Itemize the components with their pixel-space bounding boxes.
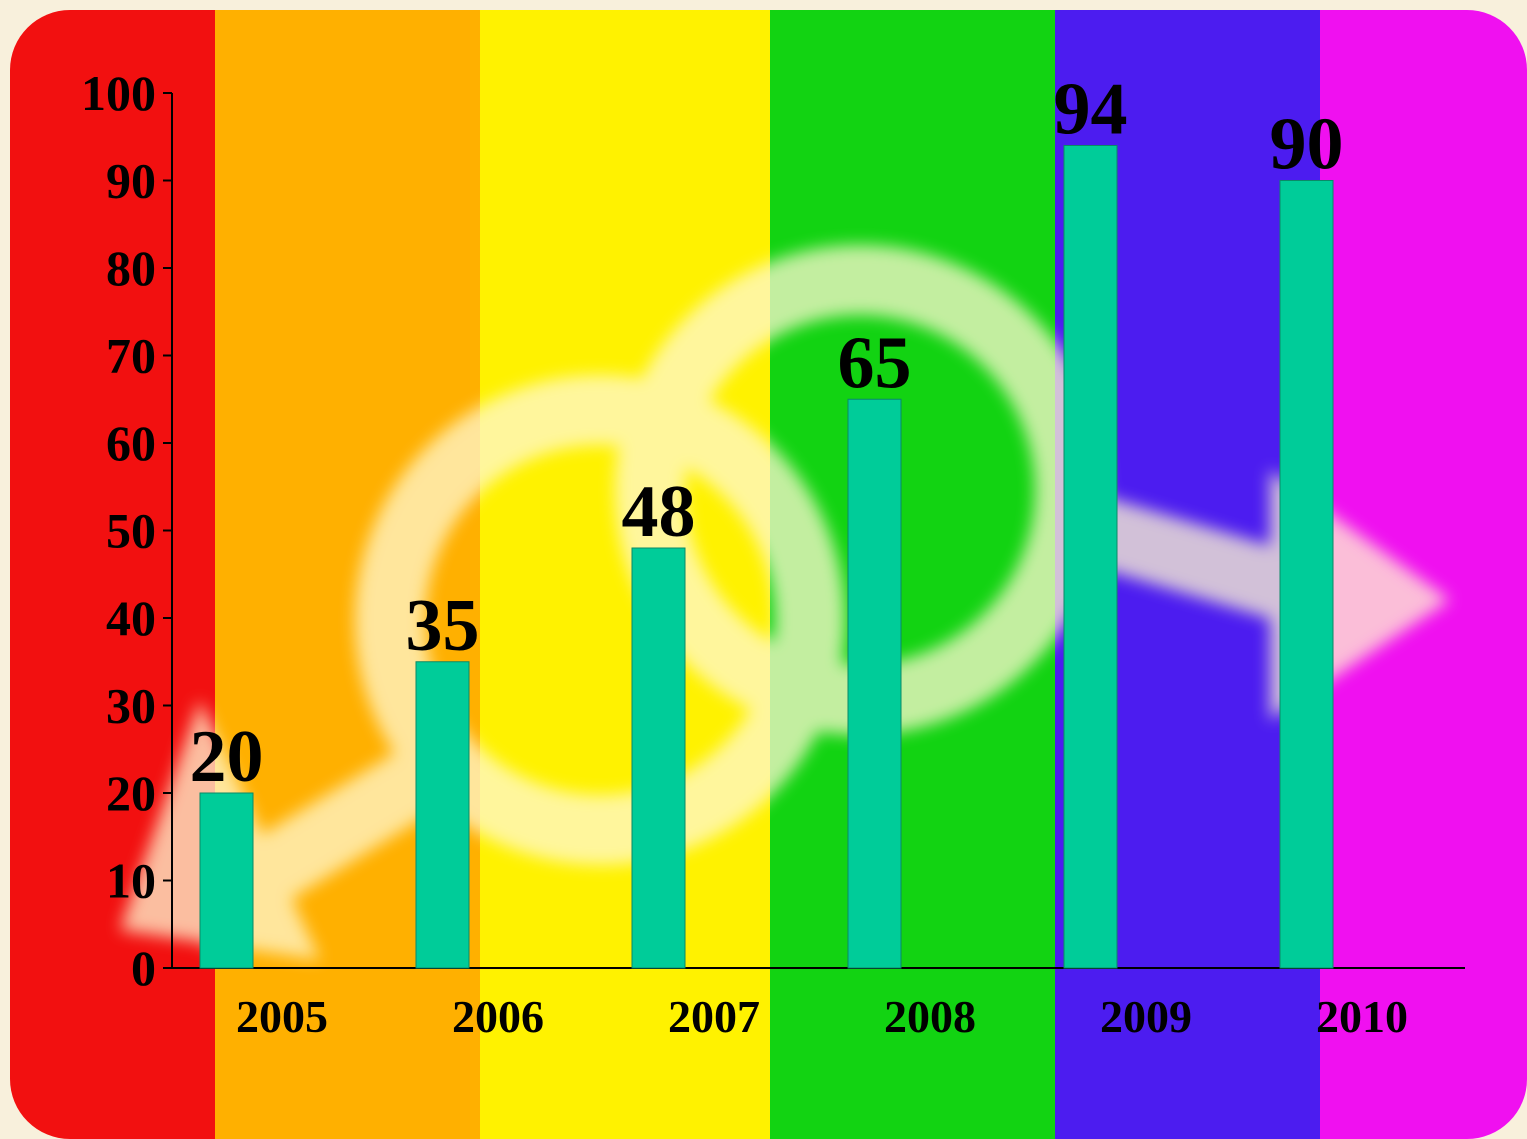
bar — [1063, 145, 1118, 969]
y-tick-label: 40 — [106, 590, 156, 646]
bar — [1279, 180, 1334, 969]
bar — [415, 661, 470, 969]
y-tick-label: 10 — [106, 853, 156, 909]
y-tick-label: 20 — [106, 765, 156, 821]
y-tick-label: 70 — [106, 328, 156, 384]
y-tick-label: 30 — [106, 678, 156, 734]
bar — [631, 547, 686, 969]
x-tick-label: 2010 — [1316, 991, 1408, 1042]
value-label: 94 — [1054, 69, 1128, 151]
x-tick-label: 2006 — [452, 991, 544, 1042]
x-tick-label: 2008 — [884, 991, 976, 1042]
y-tick-label: 60 — [106, 415, 156, 471]
value-label: 48 — [622, 471, 696, 553]
value-label: 90 — [1270, 104, 1344, 186]
y-tick-label: 0 — [131, 940, 156, 996]
y-tick-label: 100 — [81, 65, 156, 121]
y-tick-label: 50 — [106, 503, 156, 559]
bar — [199, 792, 254, 969]
x-tick-label: 2009 — [1100, 991, 1192, 1042]
y-tick-label: 90 — [106, 153, 156, 209]
x-tick-label: 2007 — [668, 991, 760, 1042]
y-tick-label: 80 — [106, 240, 156, 296]
value-label: 20 — [190, 716, 264, 798]
value-label: 35 — [406, 585, 480, 667]
value-label: 65 — [838, 322, 912, 404]
bar — [847, 398, 902, 969]
x-tick-label: 2005 — [236, 991, 328, 1042]
